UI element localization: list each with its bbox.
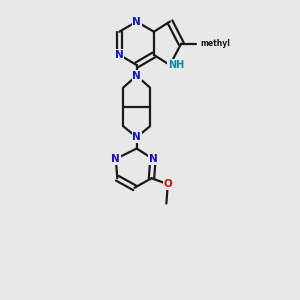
Text: N: N xyxy=(132,16,141,27)
Text: N: N xyxy=(132,71,141,81)
Text: N: N xyxy=(111,154,120,164)
Text: NH: NH xyxy=(168,60,184,70)
Text: N: N xyxy=(115,50,124,60)
Text: methyl: methyl xyxy=(200,39,230,48)
Text: N: N xyxy=(132,132,141,142)
Text: N: N xyxy=(148,154,157,164)
Text: O: O xyxy=(164,179,172,189)
